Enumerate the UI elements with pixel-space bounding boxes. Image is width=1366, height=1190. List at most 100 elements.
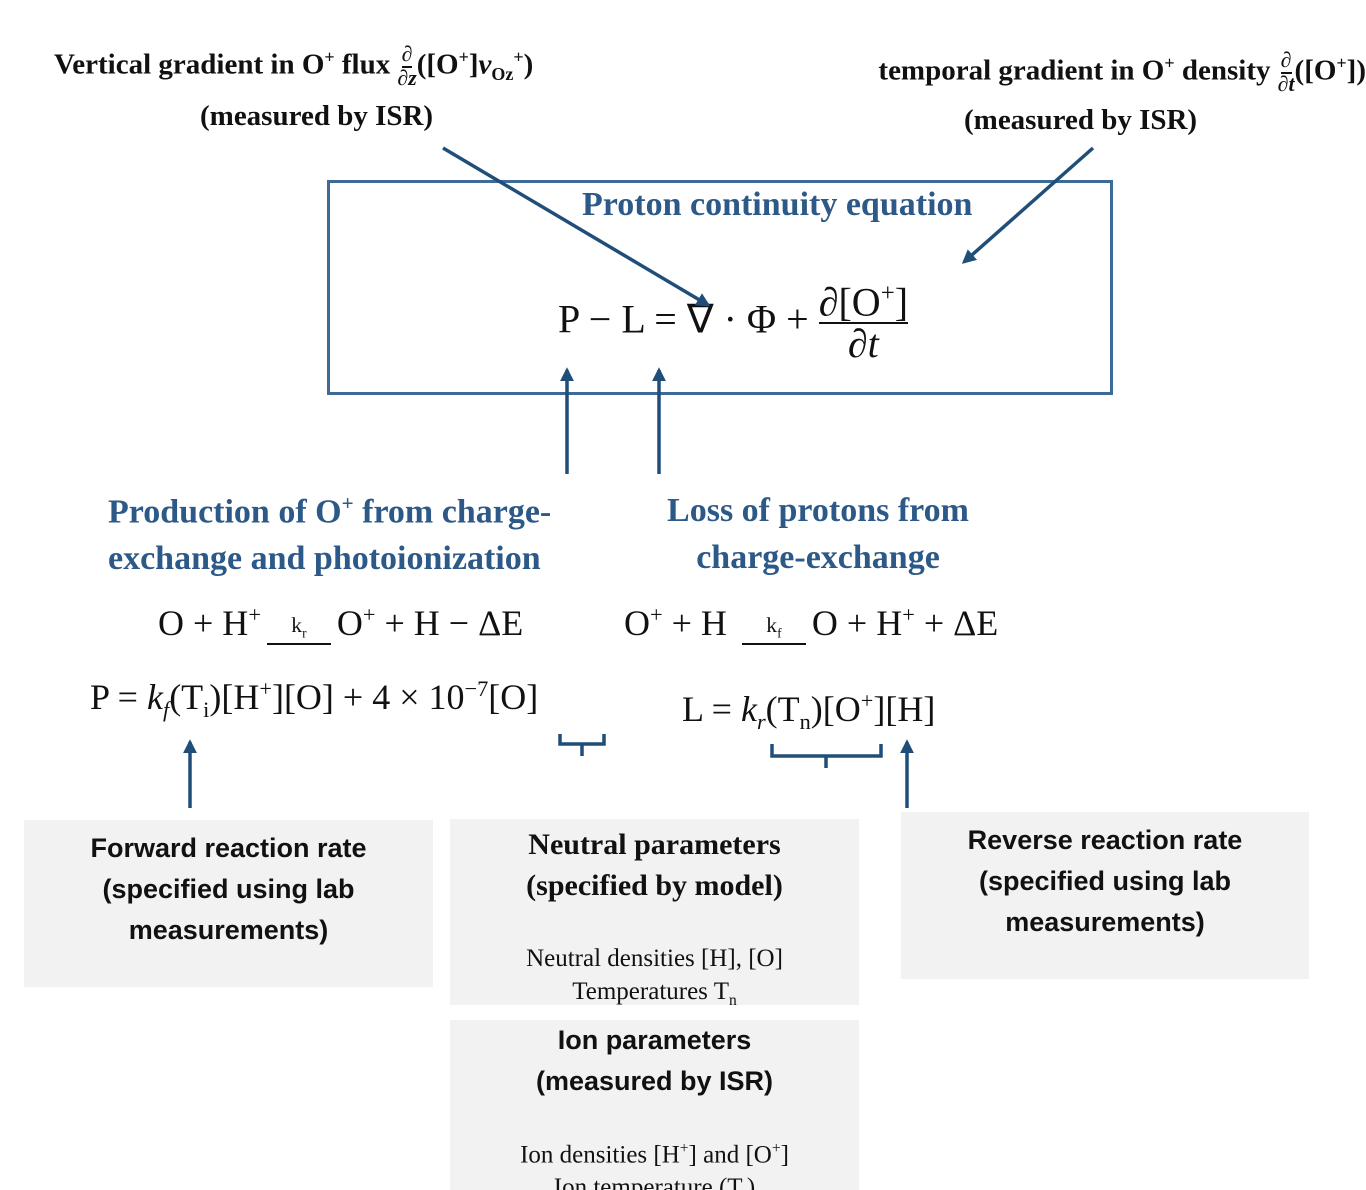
text: + xyxy=(650,602,663,627)
text: + xyxy=(324,46,335,67)
text: )[O xyxy=(810,689,861,729)
text: + xyxy=(771,1140,781,1157)
text: i xyxy=(743,1188,747,1190)
text: ] xyxy=(894,279,909,325)
text: ∂t xyxy=(847,321,879,367)
text: flux xyxy=(334,48,398,81)
text: temporal gradient in O xyxy=(878,54,1165,87)
text: r xyxy=(756,709,766,735)
reaction-1: O + H+ kr O+ + H − ΔE xyxy=(158,602,523,645)
group: f xyxy=(163,697,169,722)
text: f xyxy=(777,625,782,641)
text: ] xyxy=(468,48,479,81)
text: O + H xyxy=(811,603,903,643)
text: + xyxy=(1336,52,1347,73)
top-right-note: (measured by ISR) xyxy=(964,104,1198,136)
text: Ion temperature (T xyxy=(553,1174,743,1190)
text: + ΔE xyxy=(914,603,999,643)
top-right-line: temporal gradient in O+ density ∂ ∂t ([O+]… xyxy=(878,48,1366,96)
loss-title: Loss of protons from charge-exchange xyxy=(618,487,1018,581)
group: Ion densities [H+] and [O+] Ion temperatu… xyxy=(450,1132,859,1190)
text: P = xyxy=(90,677,147,717)
text: exchange and photoionization xyxy=(108,540,541,578)
p-equation: P = kf(Ti)[H+][O] + 4 × 10−7[O] xyxy=(90,676,538,723)
group: kr xyxy=(291,612,306,640)
equation-box xyxy=(327,180,1113,395)
text: + xyxy=(248,602,261,627)
text: ([O xyxy=(1294,54,1337,87)
text: Reverse reaction rate xyxy=(967,825,1243,855)
text: ) xyxy=(746,1174,756,1190)
group: ∂[O+] ∂t xyxy=(818,279,909,367)
text: ]) xyxy=(1346,54,1366,87)
text: k xyxy=(147,677,163,717)
text: charge-exchange xyxy=(696,539,940,576)
text: P − L = ∇ · Φ + xyxy=(558,296,819,342)
text: (measured by ISR) xyxy=(535,1066,774,1096)
text: Ion parameters xyxy=(557,1025,752,1055)
text: + xyxy=(458,46,469,67)
text: Temperatures T xyxy=(572,978,729,1005)
top-left-line: Vertical gradient in O+ flux ∂ ∂z ([O+]vOz… xyxy=(54,42,534,90)
text: i xyxy=(203,697,210,723)
reaction-2: O+ + H kf O + H+ + ΔE xyxy=(624,602,998,645)
text: (T xyxy=(169,677,204,717)
text: Vertical gradient in O xyxy=(54,48,325,81)
group xyxy=(183,146,1095,808)
text: ] xyxy=(780,1141,789,1169)
text: ∂ xyxy=(1280,48,1292,74)
group: kf xyxy=(742,612,806,646)
brace xyxy=(770,744,883,768)
text: O xyxy=(336,603,363,643)
text: density xyxy=(1174,54,1278,87)
text: n xyxy=(729,992,737,1009)
text: [O] xyxy=(488,677,539,717)
production-title: Production of O+ from charge-exchange an… xyxy=(108,480,551,582)
text: ∂z xyxy=(397,65,417,90)
text: L = xyxy=(682,689,741,729)
arrow xyxy=(442,146,711,307)
text: measurements) xyxy=(1005,907,1205,937)
text: Ion densities [H xyxy=(520,1141,680,1169)
text: measurements) xyxy=(128,915,329,945)
text: Neutral densities [H], [O] xyxy=(526,945,783,972)
text: (specified using lab xyxy=(978,866,1232,896)
text: Production of O xyxy=(108,493,342,531)
text: ) xyxy=(523,48,534,81)
text: Loss of protons from xyxy=(667,492,969,529)
group: kr xyxy=(267,612,331,646)
text: Neutral parameters xyxy=(528,828,781,861)
group: Neutral densities [H], [O] Temperatures T… xyxy=(450,942,859,1017)
neutral-box: Neutral parameters (specified by model) N… xyxy=(450,819,859,1009)
text: ] and [O xyxy=(688,1141,772,1169)
continuity-equation: P − L = ∇ · Φ + ∂[O+] ∂t xyxy=(558,279,909,367)
text: (specified by model) xyxy=(526,869,783,902)
text: ][H] xyxy=(873,689,936,729)
text: k xyxy=(766,612,778,637)
text: Oz xyxy=(491,64,514,85)
text: k xyxy=(291,612,303,637)
group: ∂ ∂z xyxy=(397,42,417,90)
group: kf xyxy=(766,612,782,641)
text: n xyxy=(799,709,811,735)
forward-box: Forward reaction rate (specified using la… xyxy=(24,820,433,987)
group: r xyxy=(757,709,766,734)
text: O xyxy=(624,603,650,643)
text: + xyxy=(880,280,895,307)
text: f xyxy=(162,697,170,723)
text: + H xyxy=(662,603,736,643)
text: k xyxy=(740,689,757,729)
text: )[H xyxy=(209,677,260,717)
text: + xyxy=(513,46,524,67)
text: ∂t xyxy=(1277,71,1295,96)
text: Forward reaction rate xyxy=(90,833,367,863)
group: ∂ ∂t xyxy=(1277,48,1295,96)
text: −7 xyxy=(464,676,489,701)
text: ([O xyxy=(416,48,459,81)
box-title: Proton continuity equation xyxy=(582,186,973,223)
text: + xyxy=(259,676,272,701)
ion-box: Ion parameters (measured by ISR) Ion dens… xyxy=(450,1020,859,1190)
text: ∂ xyxy=(401,42,413,68)
